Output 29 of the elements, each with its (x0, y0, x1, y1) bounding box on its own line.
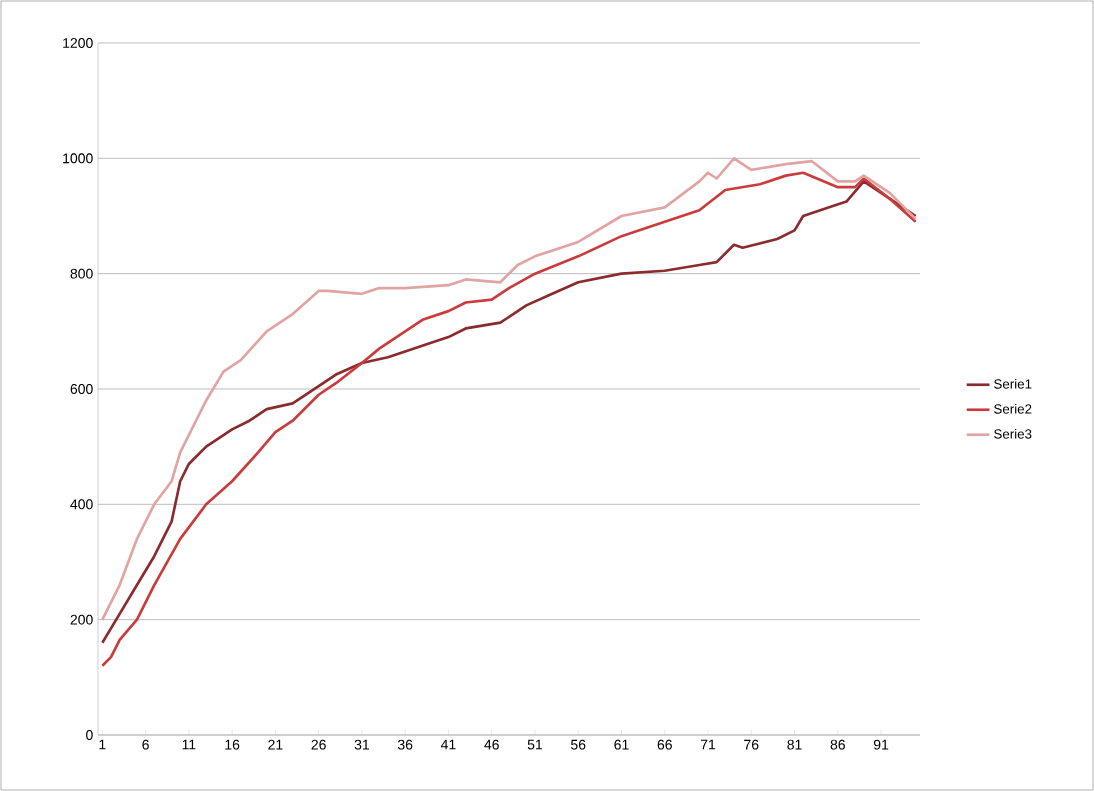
x-tick-label: 76 (744, 739, 759, 750)
x-tick-label: 31 (354, 739, 369, 750)
y-tick-label: 1200 (63, 38, 93, 48)
x-tick-label: 36 (397, 739, 413, 750)
x-tick-label: 1 (99, 739, 106, 750)
y-tick-label: 200 (70, 614, 93, 625)
legend-label: Serie2 (994, 403, 1032, 414)
x-tick-label: 66 (657, 739, 672, 750)
legend-label: Serie3 (994, 428, 1032, 439)
y-tick-label: 0 (86, 730, 93, 740)
x-tick-label: 6 (142, 739, 149, 750)
x-tick-label: 41 (440, 739, 456, 750)
x-tick-label: 46 (484, 739, 499, 750)
x-tick-label: 71 (700, 739, 716, 750)
y-tick-label: 800 (70, 268, 93, 279)
x-tick-label: 16 (225, 739, 240, 750)
x-tick-label: 81 (787, 739, 802, 750)
x-tick-label: 11 (182, 739, 196, 750)
y-tick-label: 400 (70, 499, 93, 510)
legend-label: Serie1 (994, 378, 1032, 389)
x-tick-label: 51 (527, 739, 543, 750)
y-tick-label: 1000 (63, 153, 93, 164)
y-tick-label: 600 (70, 384, 93, 394)
x-tick-label: 21 (268, 739, 283, 750)
x-tick-label: 56 (571, 739, 586, 750)
x-tick-label: 91 (873, 739, 889, 750)
x-tick-label: 61 (614, 739, 629, 750)
x-tick-label: 26 (311, 739, 326, 750)
x-tick-label: 86 (830, 739, 845, 750)
